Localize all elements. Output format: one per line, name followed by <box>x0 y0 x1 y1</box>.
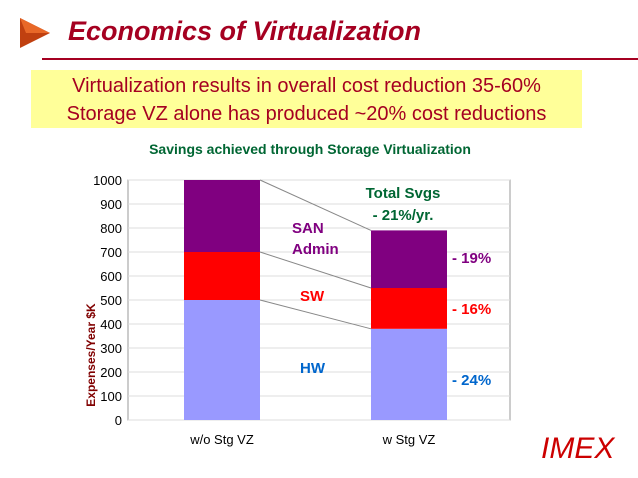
y-tick-label: 0 <box>115 413 122 428</box>
slide-title: Economics of Virtualization <box>68 16 422 46</box>
y-tick-label: 600 <box>100 269 122 284</box>
bar-sw <box>371 288 447 329</box>
y-tick-label: 300 <box>100 341 122 356</box>
admin-label: Admin <box>292 241 339 258</box>
bar-hw <box>371 328 447 420</box>
connector-line <box>259 299 372 330</box>
total-savings-label: Total Svgs <box>366 185 441 202</box>
bar-san-admin <box>371 230 447 288</box>
connector-lines <box>259 179 372 330</box>
bar-hw <box>184 300 260 420</box>
y-tick-label: 100 <box>100 389 122 404</box>
imex-logo: IMEX <box>541 432 615 465</box>
y-tick-label: 500 <box>100 293 122 308</box>
y-tick-label: 800 <box>100 221 122 236</box>
san-admin-reduction: - 19% <box>452 250 491 267</box>
y-tick-label: 400 <box>100 317 122 332</box>
annotations: HW SW SAN Admin Total Svgs - 21%/yr. - 24% - 16… <box>292 185 491 389</box>
y-tick-labels: 0 100 200 300 400 500 600 700 800 900 1000 <box>93 173 122 428</box>
arrow-bullet-icon <box>16 16 56 50</box>
y-tick-label: 700 <box>100 245 122 260</box>
total-savings-value: - 21%/yr. <box>373 207 434 224</box>
x-tick-label: w Stg VZ <box>382 432 436 447</box>
y-tick-label: 200 <box>100 365 122 380</box>
chart-title: Savings achieved through Storage Virtual… <box>149 141 471 157</box>
connector-line <box>259 251 372 289</box>
title-divider <box>42 58 638 60</box>
callout-line-2: Storage VZ alone has produced ~20% cost … <box>66 103 547 125</box>
sw-label: SW <box>300 288 325 305</box>
bar-san-admin <box>184 180 260 252</box>
sw-reduction: - 16% <box>452 301 491 318</box>
bar-sw <box>184 252 260 300</box>
hw-label: HW <box>300 360 326 377</box>
x-tick-labels: w/o Stg VZ w Stg VZ <box>189 432 435 447</box>
bars <box>184 180 447 420</box>
y-tick-label: 1000 <box>93 173 122 188</box>
connector-line <box>259 179 372 231</box>
summary-callout: Virtualization results in overall cost r… <box>31 70 582 128</box>
callout-line-1: Virtualization results in overall cost r… <box>72 75 541 97</box>
san-label: SAN <box>292 220 324 237</box>
hw-reduction: - 24% <box>452 372 491 389</box>
y-tick-label: 900 <box>100 197 122 212</box>
x-tick-label: w/o Stg VZ <box>189 432 254 447</box>
